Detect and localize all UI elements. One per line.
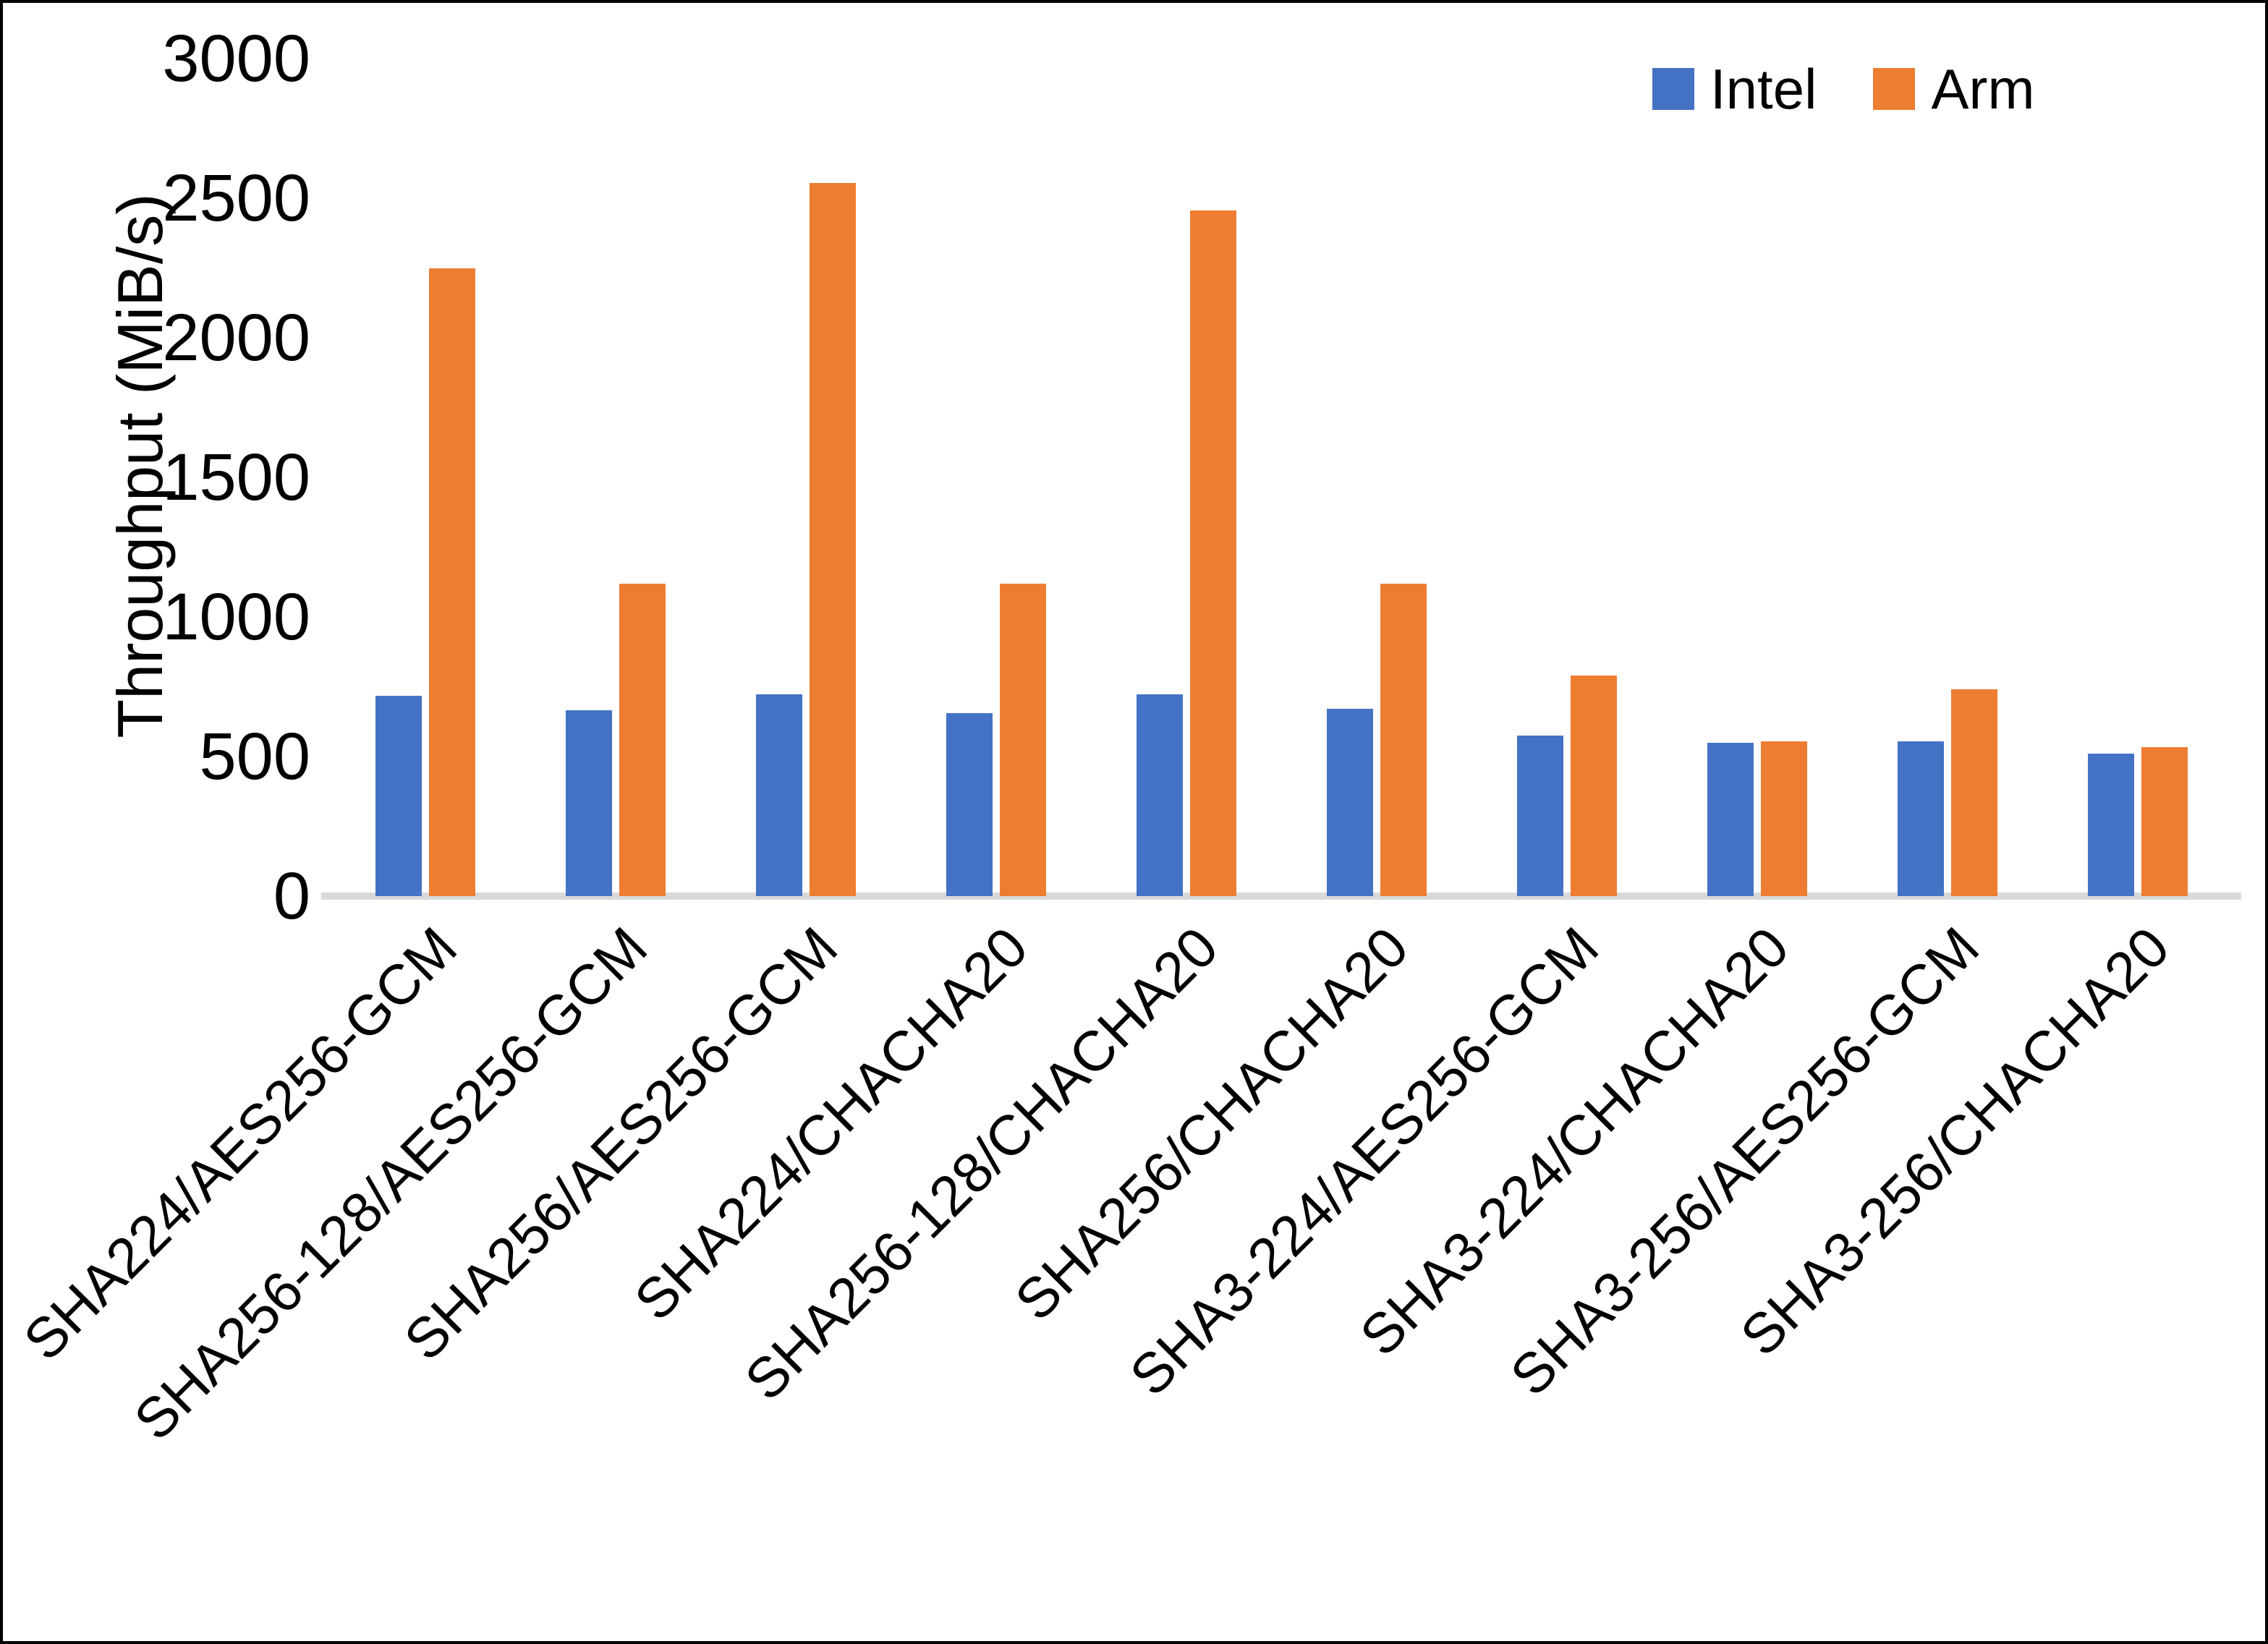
bar-intel-1[interactable] — [565, 710, 612, 896]
bar-arm-5[interactable] — [1380, 583, 1427, 896]
y-axis-tick-label: 500 — [199, 720, 311, 793]
bar-group — [1471, 59, 1662, 896]
bar-group — [1281, 59, 1471, 896]
bar-intel-8[interactable] — [1897, 741, 1944, 896]
y-axis-tick-label: 3000 — [162, 22, 310, 95]
x-axis-label-slot: SHA3-256/CHACHA20 — [1728, 903, 2233, 1482]
legend-swatch-intel — [1652, 68, 1694, 110]
bar-intel-3[interactable] — [946, 713, 993, 896]
y-axis-tick-label: 2000 — [162, 301, 310, 375]
bar-group — [330, 59, 520, 896]
bar-arm-3[interactable] — [999, 583, 1046, 896]
bar-arm-2[interactable] — [809, 182, 856, 896]
x-axis-labels: SHA224/AES256-GCM SHA256-128/AES256-GCM SH… — [11, 903, 2233, 1482]
bar-arm-0[interactable] — [428, 268, 475, 896]
bar-arm-4[interactable] — [1189, 210, 1236, 896]
bar-group — [1662, 59, 1852, 896]
bar-intel-2[interactable] — [755, 694, 802, 896]
legend-label-arm: Arm — [1931, 57, 2035, 121]
legend-swatch-arm — [1873, 68, 1916, 110]
bar-arm-9[interactable] — [2141, 746, 2188, 896]
bar-group — [520, 59, 710, 896]
y-axis-tick-label: 1500 — [162, 440, 310, 514]
bar-group — [710, 59, 901, 896]
chart-legend: Intel Arm — [1652, 61, 2034, 117]
bar-arm-8[interactable] — [1950, 689, 1997, 896]
y-axis-tick-label: 0 — [273, 859, 310, 933]
bar-group — [1852, 59, 2042, 896]
bar-intel-0[interactable] — [375, 695, 422, 896]
bar-intel-6[interactable] — [1516, 736, 1563, 896]
bar-intel-9[interactable] — [2087, 754, 2134, 896]
bar-group — [1091, 59, 1281, 896]
bar-group — [2042, 59, 2233, 896]
bars-layer — [330, 59, 2233, 896]
bar-arm-1[interactable] — [619, 583, 666, 896]
bar-intel-4[interactable] — [1136, 694, 1183, 896]
bar-intel-5[interactable] — [1326, 709, 1373, 896]
y-axis-tick-label: 1000 — [162, 580, 310, 654]
legend-label-intel: Intel — [1710, 57, 1817, 121]
y-axis-ticks: 3000 2500 2000 1500 1000 500 0 — [104, 3, 311, 929]
bar-arm-7[interactable] — [1760, 741, 1807, 896]
legend-item-arm[interactable]: Arm — [1873, 61, 2034, 117]
bar-group — [901, 59, 1091, 896]
x-axis-line — [321, 893, 2241, 900]
bar-arm-6[interactable] — [1570, 676, 1617, 896]
plot-area — [321, 59, 2241, 900]
legend-item-intel[interactable]: Intel — [1652, 61, 1817, 117]
bar-intel-7[interactable] — [1707, 742, 1754, 896]
y-axis-tick-label: 2500 — [162, 161, 310, 235]
